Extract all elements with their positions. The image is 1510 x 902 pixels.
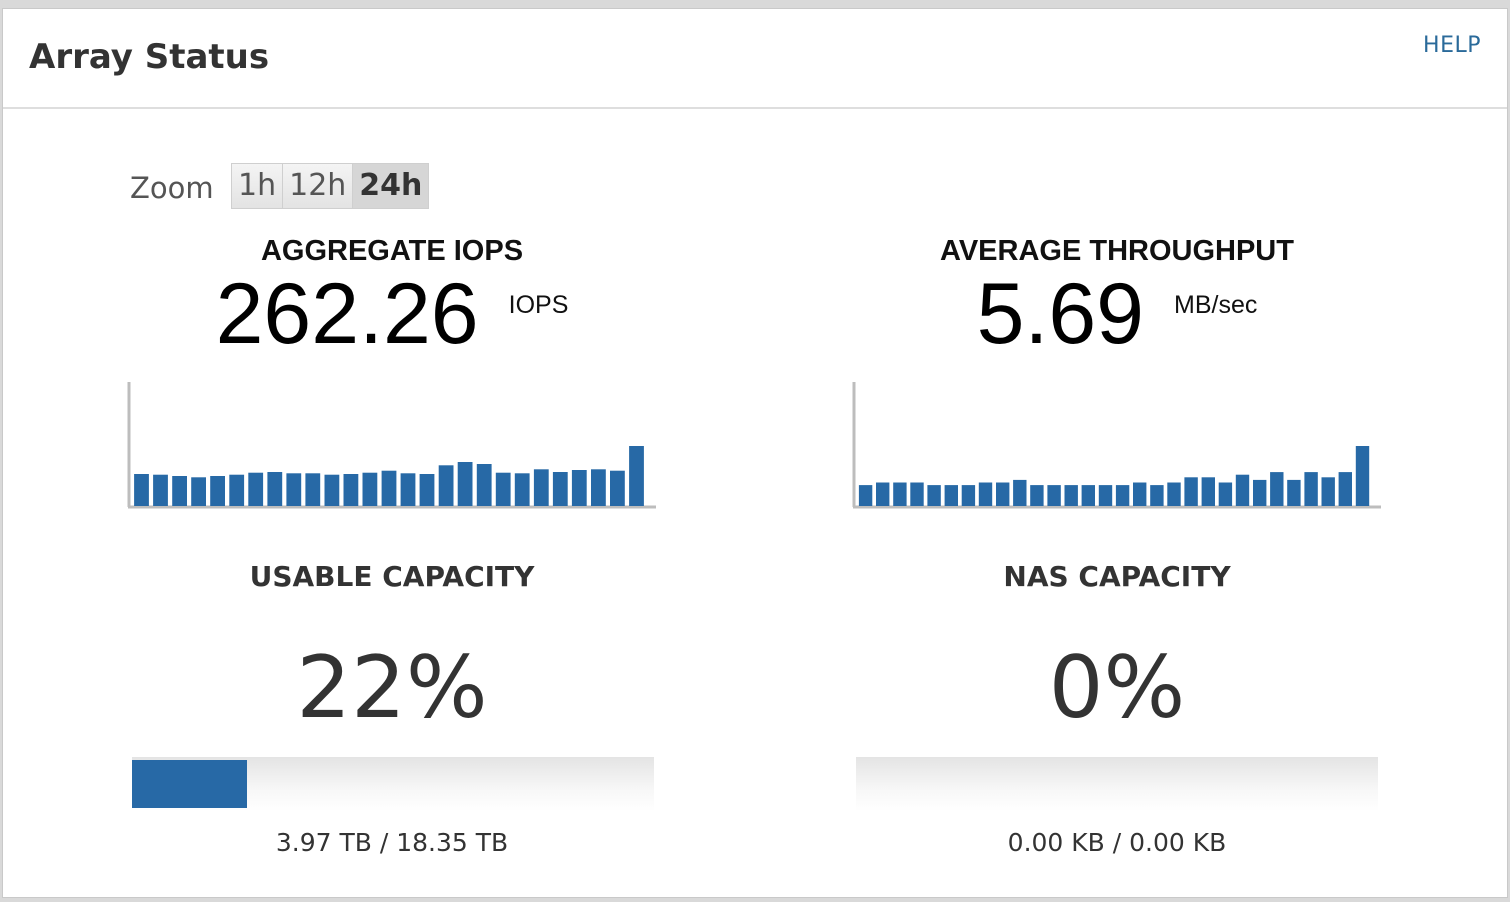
usable-capacity-fill <box>132 760 247 808</box>
nas-capacity-detail: 0.00 KB / 0.00 KB <box>1007 828 1227 857</box>
iops-sparkline-bar <box>362 472 378 506</box>
throughput-title: AVERAGE THROUGHPUT <box>940 235 1294 267</box>
throughput-sparkline-bar <box>1030 485 1044 506</box>
nas-capacity-bar <box>856 757 1378 811</box>
throughput-sparkline-bar <box>1304 472 1318 506</box>
iops-sparkline-bar <box>229 474 245 506</box>
throughput-sparkline-bar <box>996 482 1010 506</box>
iops-sparkline-bar <box>610 470 625 506</box>
throughput-sparkline-bar <box>1270 472 1284 506</box>
zoom-1h-button[interactable]: 1h <box>232 164 284 208</box>
throughput-sparkline-bar <box>1253 479 1267 506</box>
nas-capacity-title: NAS CAPACITY <box>1003 560 1231 593</box>
throughput-sparkline-bar <box>1098 485 1113 506</box>
iops-sparkline-bar <box>629 446 644 506</box>
throughput-sparkline-bar <box>961 485 976 506</box>
iops-title: AGGREGATE IOPS <box>260 235 524 267</box>
throughput-sparkline-bar <box>1150 485 1164 506</box>
throughput-sparkline-bar <box>858 485 873 506</box>
throughput-sparkline-bar <box>1287 479 1301 506</box>
iops-unit: IOPS <box>508 291 569 319</box>
iops-sparkline-bar <box>381 470 397 506</box>
iops-sparkline-bar <box>571 470 587 506</box>
iops-value: 262.26 <box>215 266 479 362</box>
throughput-sparkline-bar <box>876 482 890 506</box>
zoom-24h-button[interactable]: 24h <box>353 164 429 208</box>
iops-sparkline-bar <box>286 473 302 506</box>
throughput-sparkline-bar <box>1235 474 1250 506</box>
usable-capacity-title: USABLE CAPACITY <box>249 560 535 593</box>
iops-sparkline <box>127 382 656 509</box>
iops-sparkline-bar <box>514 473 530 506</box>
iops-metric: AGGREGATE IOPS 262.26 IOPS <box>122 235 662 357</box>
iops-sparkline-bar <box>191 477 206 506</box>
iops-sparkline-bar <box>533 469 549 506</box>
throughput-sparkline-bar <box>1047 485 1061 506</box>
throughput-unit: MB/sec <box>1174 291 1258 319</box>
throughput-sparkline-bar <box>1167 482 1181 506</box>
iops-sparkline-bar <box>305 473 321 506</box>
zoom-label: Zoom <box>130 171 214 205</box>
throughput-sparkline-bar <box>1115 485 1130 506</box>
throughput-sparkline-bar <box>927 485 941 506</box>
usable-capacity-bar <box>132 757 654 811</box>
throughput-sparkline-bar <box>910 482 924 506</box>
usable-capacity-detail: 3.97 TB / 18.35 TB <box>275 828 509 857</box>
throughput-sparkline-bar <box>1201 477 1215 506</box>
throughput-sparkline-bar <box>1338 472 1352 506</box>
zoom-12h-button[interactable]: 12h <box>283 164 354 208</box>
iops-sparkline-bar <box>134 474 149 506</box>
iops-sparkline-bar <box>172 476 187 506</box>
throughput-sparkline-bar <box>1355 446 1370 506</box>
iops-sparkline-bar <box>324 474 340 506</box>
iops-sparkline-bar <box>438 465 454 506</box>
throughput-sparkline-bar <box>1184 477 1198 506</box>
throughput-sparkline-bar <box>1133 482 1147 506</box>
nas-capacity-percent: 0% <box>1048 638 1186 738</box>
iops-sparkline-bar <box>153 474 168 506</box>
throughput-sparkline-bar <box>944 485 958 506</box>
panel-header: Array Status HELP <box>3 9 1507 109</box>
throughput-sparkline-bar <box>1321 477 1335 506</box>
help-link[interactable]: HELP <box>1423 33 1481 58</box>
iops-sparkline-bar <box>457 462 473 506</box>
iops-sparkline-bar <box>343 474 359 506</box>
throughput-sparkline-bar <box>1013 479 1027 506</box>
iops-sparkline-bar <box>476 464 492 506</box>
iops-sparkline-bar <box>400 473 416 506</box>
iops-sparkline-bar <box>419 474 435 506</box>
iops-sparkline-bar <box>267 472 283 506</box>
throughput-sparkline-bar <box>1081 485 1095 506</box>
usable-capacity-percent: 22% <box>296 638 488 738</box>
iops-sparkline-bar <box>495 472 511 506</box>
array-status-panel: Array Status HELP <box>2 8 1508 898</box>
iops-sparkline-bar <box>248 472 264 506</box>
throughput-sparkline-bar <box>893 482 907 506</box>
throughput-sparkline <box>852 382 1381 509</box>
throughput-value-row: 5.69 MB/sec <box>847 271 1387 357</box>
throughput-metric: AVERAGE THROUGHPUT 5.69 MB/sec <box>847 235 1387 357</box>
iops-sparkline-bar <box>591 469 606 506</box>
panel-title: Array Status <box>29 37 270 77</box>
zoom-button-group: 1h 12h 24h <box>231 163 430 209</box>
throughput-value: 5.69 <box>976 266 1145 362</box>
iops-sparkline-bar <box>552 472 568 506</box>
throughput-sparkline-bar <box>1218 482 1233 506</box>
iops-sparkline-bar <box>210 476 225 506</box>
throughput-sparkline-bar <box>1064 485 1078 506</box>
iops-value-row: 262.26 IOPS <box>122 271 662 357</box>
throughput-sparkline-bar <box>978 482 993 506</box>
